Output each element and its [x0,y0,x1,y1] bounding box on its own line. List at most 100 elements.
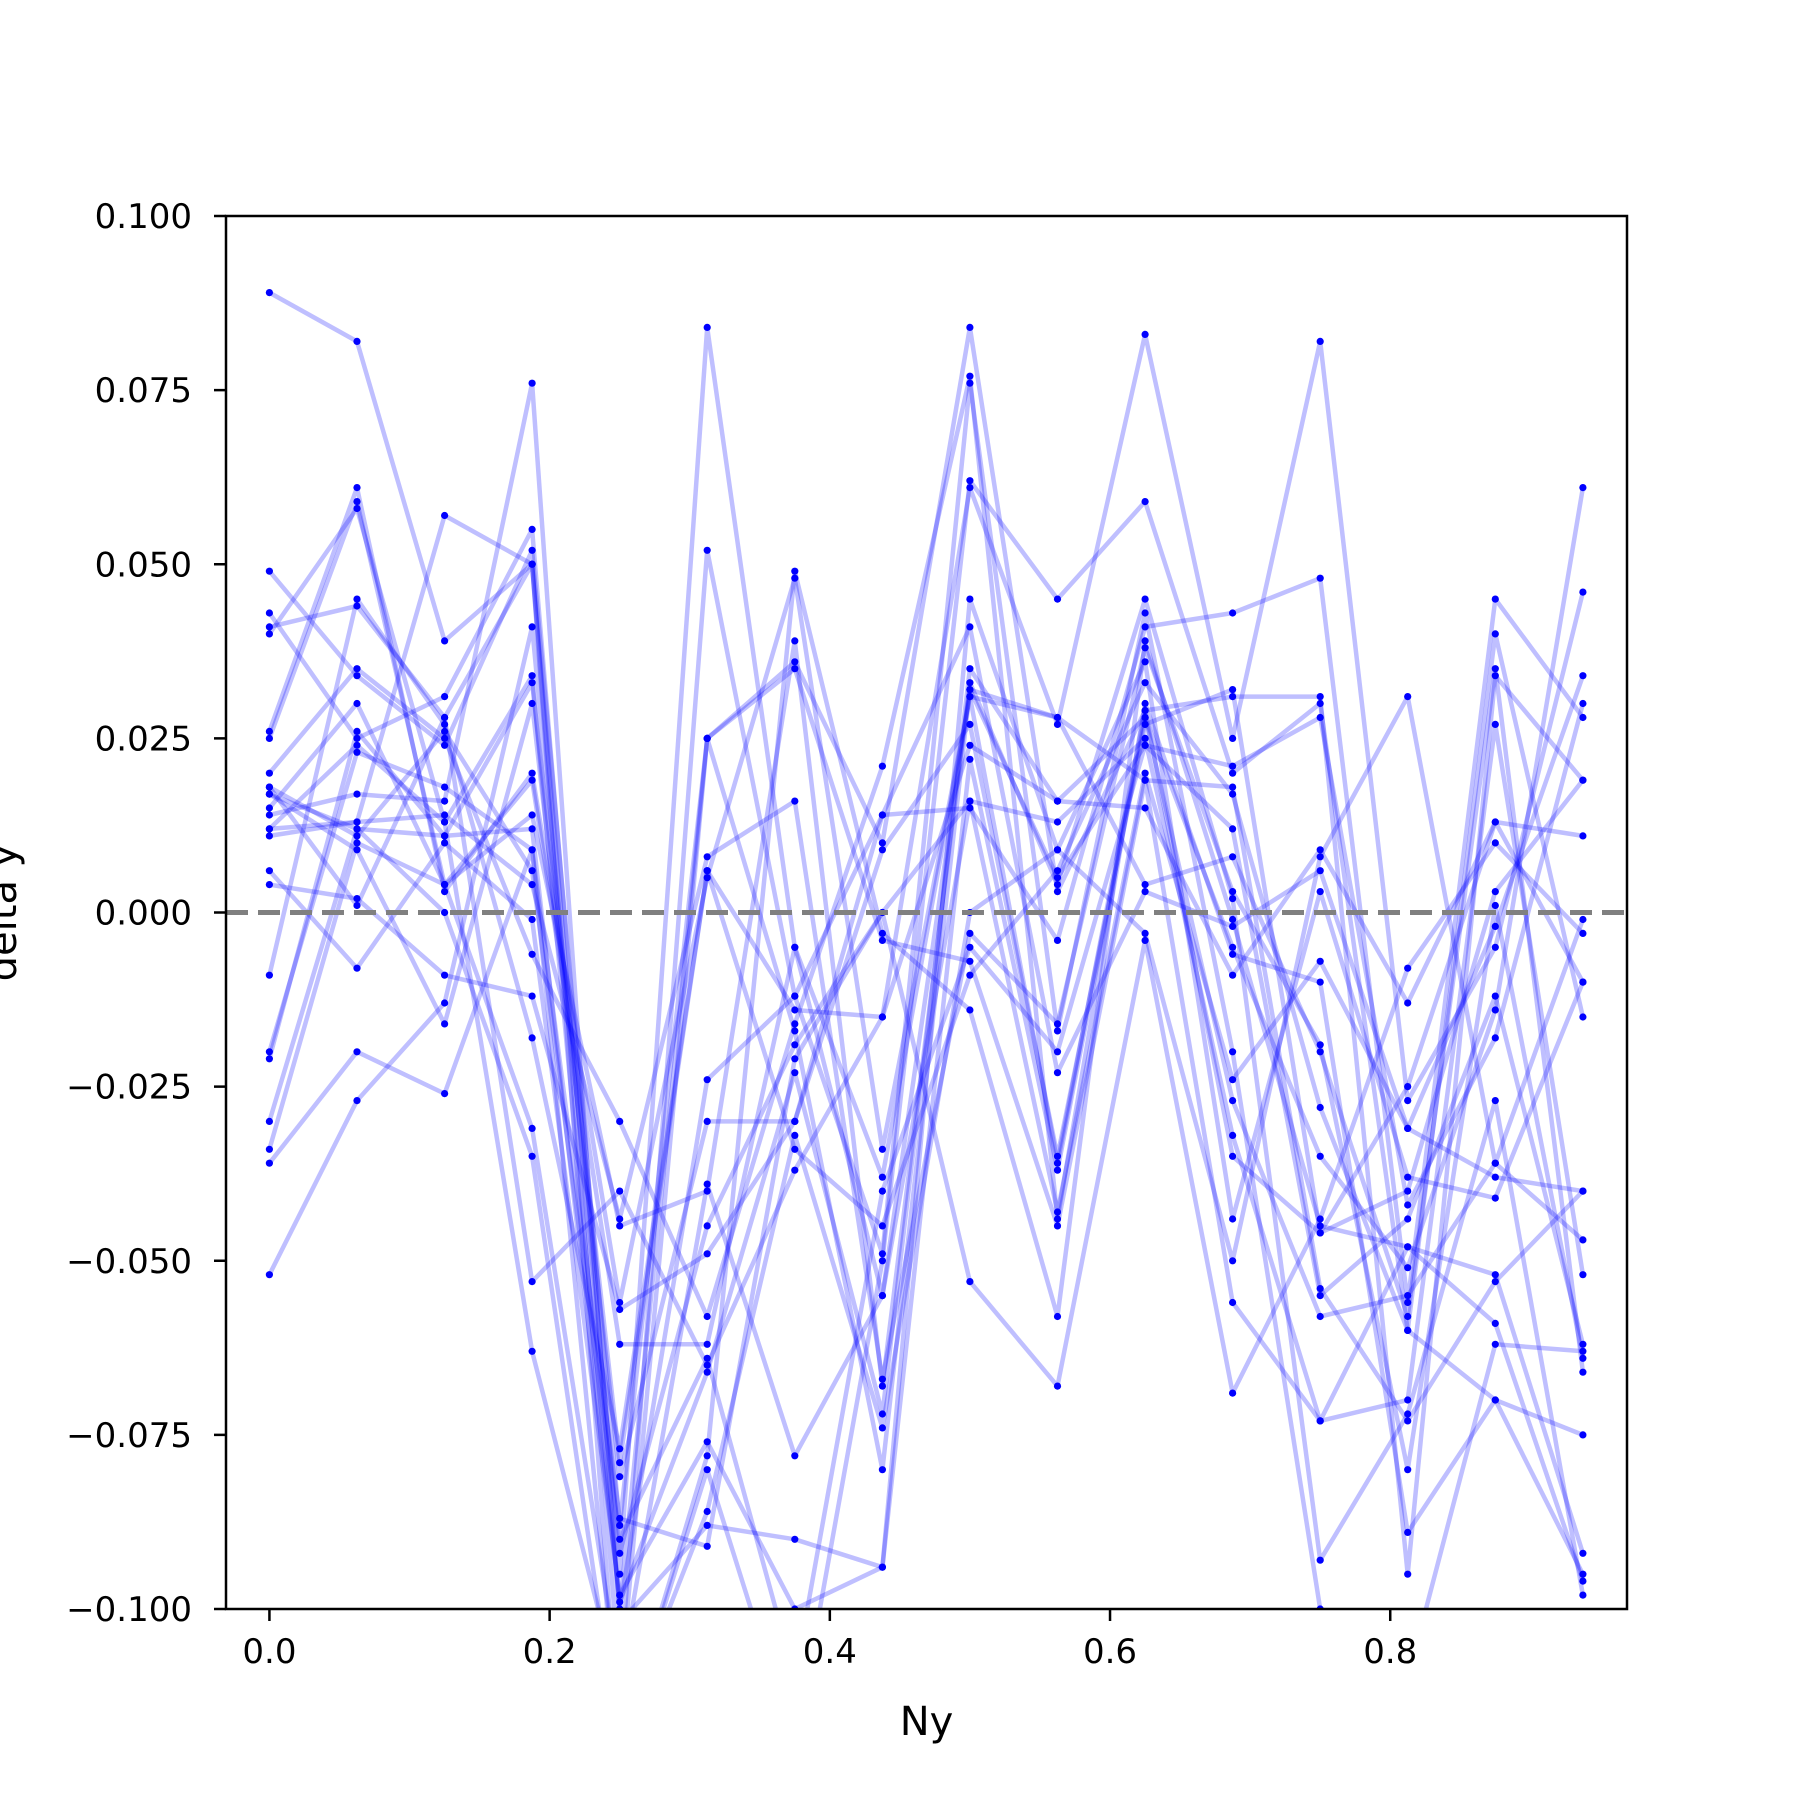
data-point [1141,637,1149,645]
data-point [1404,1417,1412,1425]
data-point [1229,762,1237,770]
series-12 [265,644,1587,1474]
data-point [966,665,974,673]
data-point [528,769,536,777]
data-point [1229,1215,1237,1223]
y-tick-label: 0.000 [95,894,192,934]
data-point [265,1117,273,1125]
data-point [353,699,361,708]
data-point [353,665,361,673]
data-point [616,1675,623,1682]
data-point [966,1278,974,1286]
data-point [528,699,536,708]
data-point [966,957,974,965]
data-point [791,658,799,666]
data-point [1579,1271,1587,1279]
x-tick-label: 0.2 [523,1632,577,1672]
data-point [1491,665,1499,673]
series-line [267,694,1585,1424]
data-point [1404,964,1412,972]
series-line [267,659,1585,1609]
data-point [878,1013,887,1021]
data-point [353,825,361,833]
series-26 [265,623,1587,1481]
data-point [353,895,361,903]
data-point [1579,713,1587,722]
data-point [703,1438,711,1446]
data-point [1579,978,1587,986]
data-point [1316,1417,1324,1425]
data-point [1316,1215,1324,1223]
data-point [441,637,449,645]
data-point [1491,888,1499,896]
data-point [966,323,974,331]
data-point [1053,888,1062,896]
series-6 [265,484,1587,1307]
data-point [878,936,887,945]
series-line [268,380,1586,1609]
series-line [267,674,1586,1549]
data-point [1053,1069,1062,1077]
data-point [703,1312,711,1321]
data-point [528,1124,536,1132]
data-point [1316,957,1324,965]
data-point [703,1361,711,1369]
data-point [1579,1236,1587,1244]
data-point [1491,922,1499,931]
data-point [1053,1312,1062,1321]
data-point [703,1466,711,1474]
data-point [791,1055,799,1063]
data-point [878,1250,887,1258]
data-point [1579,484,1587,492]
data-point [703,1117,711,1125]
data-point [265,1159,273,1167]
data-point [1404,1312,1412,1321]
data-point [1404,1243,1412,1251]
data-point [1316,1048,1324,1056]
data-point [1229,853,1237,861]
data-point [441,832,449,840]
x-tick-label: 0.0 [242,1632,296,1672]
data-point [1141,595,1149,603]
x-tick-label: 0.6 [1083,1632,1137,1672]
data-point [878,1563,887,1571]
data-point [353,484,361,492]
data-point [966,686,974,694]
data-point [1229,1152,1237,1160]
data-point [791,1131,799,1139]
data-point [1491,595,1499,603]
data-point [1316,1292,1324,1300]
series-23 [265,379,1587,1609]
data-point [528,679,536,687]
data-point [265,881,273,889]
data-point [265,289,273,297]
data-point [1229,825,1237,833]
data-point [791,637,799,645]
data-point [1141,734,1149,743]
data-point [1579,1354,1587,1362]
data-point [441,741,449,749]
data-point [616,1445,624,1453]
data-point [616,1675,623,1682]
data-point [441,881,449,889]
data-point [966,623,974,631]
data-point [878,1222,887,1230]
data-point [616,1591,624,1599]
data-point [1141,330,1149,338]
data-point [1229,1097,1237,1105]
data-point [265,971,273,979]
data-point [966,943,974,951]
data-point [1491,720,1499,729]
data-point [966,679,974,687]
data-point [878,1375,887,1383]
y-axis-label: delta y [0,844,26,982]
data-point [1053,936,1062,945]
data-point [1579,776,1587,784]
data-point [703,1452,711,1460]
data-point [1053,867,1062,875]
data-point [1491,1173,1499,1181]
data-point [791,992,799,1000]
data-point [1053,1166,1062,1174]
series-line [267,631,1586,1465]
data-point [703,546,711,554]
